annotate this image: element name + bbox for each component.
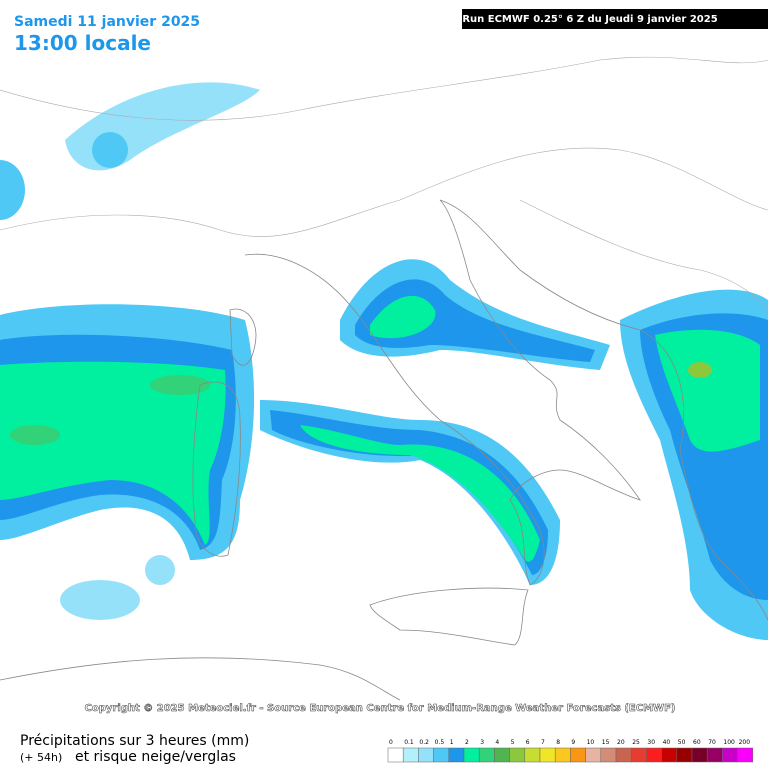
scale-swatch (661, 747, 678, 763)
scale-label: 7 (541, 739, 545, 746)
scale-label: 4 (495, 739, 499, 746)
scale-swatch (706, 747, 723, 763)
scale-swatch (676, 747, 693, 763)
scale-label: 15 (602, 739, 610, 746)
scale-label: 0.2 (419, 739, 429, 746)
scale-label: 8 (556, 739, 560, 746)
scale-label: 1 (450, 739, 454, 746)
scale-label: 50 (678, 739, 686, 746)
legend-title: Précipitations sur 3 heures (mm) (20, 733, 249, 749)
scale-swatch (630, 747, 647, 763)
scale-label: 60 (693, 739, 701, 746)
scale-label: 6 (526, 739, 530, 746)
scale-label: 40 (663, 739, 671, 746)
scale-swatch (615, 747, 632, 763)
scale-label: 100 (723, 739, 735, 746)
scale-swatch (600, 747, 617, 763)
coastlines (0, 56, 768, 701)
scale-label: 0 (389, 739, 393, 746)
scale-swatch (448, 747, 465, 763)
scale-swatch (585, 747, 602, 763)
scale-label: 5 (511, 739, 515, 746)
scale-swatch (387, 747, 404, 763)
scale-label: 200 (739, 739, 751, 746)
scale-swatch (509, 747, 526, 763)
scale-swatch (463, 747, 480, 763)
scale-swatch (402, 747, 419, 763)
scale-swatch (737, 747, 754, 763)
scale-swatch (478, 747, 495, 763)
scale-label: 0.5 (435, 739, 445, 746)
copyright: Copyright © 2025 Meteociel.fr - Source E… (85, 703, 676, 714)
time-label: 13:00 locale (14, 31, 151, 55)
scale-swatch (554, 747, 571, 763)
date-label: Samedi 11 janvier 2025 (14, 14, 200, 30)
scale-swatch (524, 747, 541, 763)
scale-label: 2 (465, 739, 469, 746)
run-banner (462, 9, 768, 29)
scale-swatch (539, 747, 556, 763)
run-label: Run ECMWF 0.25° 6 Z du Jeudi 9 janvier 2… (462, 14, 717, 25)
scale-swatch (722, 747, 738, 763)
scale-swatch (433, 747, 450, 763)
scale-label: 3 (480, 739, 484, 746)
scale-swatch (691, 747, 708, 763)
scale-label: 9 (571, 739, 575, 746)
legend-subtitle: et risque neige/verglas (75, 749, 236, 765)
scale-label: 70 (708, 739, 716, 746)
scale-label: 25 (632, 739, 640, 746)
scale-label: 20 (617, 739, 625, 746)
scale-label: 0.1 (404, 739, 414, 746)
scale-swatch (418, 747, 434, 763)
scale-label: 30 (647, 739, 655, 746)
scale-swatch (570, 747, 586, 763)
color-scale: 0 0.1 0.2 0.5 1 2 3 4 5 6 7 8 9 10 15 20 25 30 40 50 60 70 100… (387, 739, 754, 763)
scale-swatch (494, 747, 510, 763)
precipitation-field (0, 82, 768, 640)
scale-label: 10 (587, 739, 595, 746)
scale-swatch (646, 747, 662, 763)
legend-lead: (+ 54h) (20, 751, 62, 764)
